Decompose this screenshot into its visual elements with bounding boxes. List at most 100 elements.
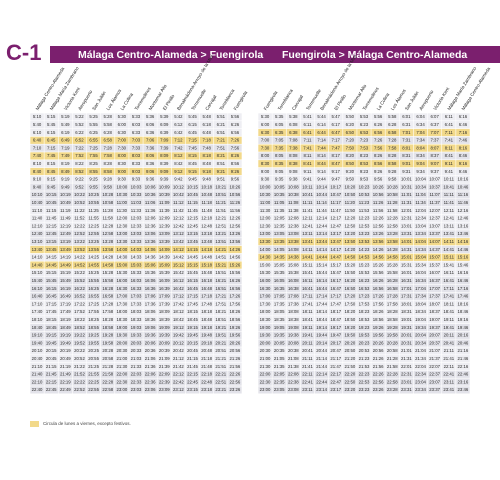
- time-cell: 17:12: [173, 294, 184, 299]
- time-cell: 6:28: [104, 130, 113, 135]
- time-cell: 10:48: [201, 192, 212, 197]
- time-cell: 6:26: [374, 122, 383, 127]
- time-cell: 19:15: [187, 325, 198, 330]
- cell-bg: [442, 292, 456, 300]
- time-cell: 10:09: [159, 184, 170, 189]
- cell-bg: [328, 386, 343, 394]
- station-name: La Colina: [376, 92, 391, 111]
- time-cell: 8:37: [430, 153, 439, 158]
- cell-bg: [328, 222, 343, 230]
- time-cell: 8:05: [275, 153, 284, 158]
- cell-bg: [129, 261, 143, 269]
- cell-bg: [456, 362, 470, 371]
- time-cell: 13:26: [373, 231, 384, 236]
- time-cell: 23:07: [429, 379, 440, 384]
- cell-bg: [442, 316, 456, 324]
- cell-bg: [115, 316, 129, 324]
- time-cell: 13:17: [330, 231, 341, 236]
- time-cell: 23:16: [458, 379, 469, 384]
- time-cell: 15:20: [344, 262, 355, 267]
- table-title: Málaga Centro-Alameda > Fuengirola: [78, 49, 263, 61]
- cell-bg: [371, 121, 385, 129]
- cell-bg: [456, 347, 470, 355]
- time-cell: 18:00: [260, 309, 271, 314]
- time-cell: 16:25: [88, 286, 99, 291]
- cell-bg: [171, 284, 186, 293]
- time-cell: 12:05: [274, 216, 285, 221]
- cell-bg: [456, 370, 470, 378]
- cell-bg: [442, 339, 456, 347]
- cell-bg: [86, 370, 101, 378]
- time-cell: 5:45: [47, 122, 56, 127]
- cell-bg: [258, 230, 272, 238]
- cell-bg: [171, 277, 186, 285]
- time-cell: 16:00: [260, 278, 271, 283]
- time-cell: 23:37: [429, 387, 440, 392]
- time-cell: 9:07: [430, 161, 439, 166]
- time-cell: 12:01: [401, 208, 412, 213]
- cell-bg: [413, 199, 428, 207]
- cell-bg: [399, 261, 414, 269]
- cell-bg: [258, 199, 272, 207]
- time-cell: 6:23: [360, 122, 369, 127]
- cell-bg: [258, 308, 272, 316]
- time-cell: 9:11: [445, 161, 454, 166]
- cell-bg: [58, 214, 73, 222]
- cell-bg: [328, 331, 343, 339]
- time-cell: 6:40: [33, 138, 42, 143]
- cell-bg: [300, 206, 315, 215]
- cell-bg: [300, 214, 315, 222]
- time-cell: 21:36: [145, 364, 156, 369]
- time-cell: 14:18: [201, 247, 212, 252]
- time-cell: 20:23: [359, 340, 370, 345]
- cell-bg: [185, 386, 200, 394]
- time-cell: 8:58: [104, 169, 113, 174]
- time-cell: 16:10: [32, 286, 43, 291]
- cell-bg: [427, 331, 442, 339]
- time-cell: 17:05: [274, 294, 285, 299]
- time-cell: 20:11: [444, 333, 455, 338]
- time-cell: 13:22: [74, 239, 85, 244]
- time-cell: 12:26: [373, 216, 384, 221]
- cell-bg: [86, 316, 101, 324]
- cell-bg: [357, 230, 371, 238]
- time-cell: 21:07: [429, 348, 440, 353]
- time-cell: 15:08: [288, 262, 299, 267]
- cell-bg: [314, 214, 329, 222]
- cell-bg: [258, 386, 272, 394]
- time-cell: 5:30: [118, 114, 127, 119]
- time-cell: 20:49: [60, 356, 71, 361]
- cell-bg: [129, 230, 143, 238]
- time-cell: 12:04: [415, 208, 426, 213]
- cell-bg: [30, 238, 44, 246]
- cell-bg: [228, 175, 242, 183]
- time-cell: 14:35: [274, 255, 285, 260]
- cell-bg: [286, 370, 301, 378]
- cell-bg: [427, 355, 442, 363]
- time-cell: 12:11: [302, 216, 313, 221]
- time-cell: 21:05: [274, 356, 285, 361]
- cell-bg: [258, 152, 272, 160]
- time-cell: 21:48: [201, 364, 212, 369]
- cell-bg: [100, 113, 115, 121]
- time-cell: 7:45: [47, 153, 56, 158]
- time-cell: 14:46: [458, 247, 469, 252]
- time-cell: 12:37: [429, 216, 440, 221]
- time-cell: 14:34: [415, 247, 426, 252]
- time-cell: 23:00: [260, 387, 271, 392]
- cell-bg: [86, 222, 101, 230]
- time-cell: 5:47: [332, 114, 341, 119]
- cell-bg: [272, 121, 286, 129]
- cell-bg: [442, 199, 456, 207]
- time-cell: 22:31: [401, 372, 412, 377]
- time-cell: 7:28: [104, 145, 113, 150]
- time-cell: 15:30: [116, 270, 127, 275]
- time-cell: 18:15: [187, 309, 198, 314]
- time-cell: 15:23: [359, 262, 370, 267]
- cell-bg: [371, 167, 385, 176]
- cell-bg: [228, 238, 242, 246]
- cell-bg: [185, 269, 200, 277]
- cell-bg: [171, 355, 186, 363]
- cell-bg: [86, 277, 101, 285]
- cell-bg: [30, 347, 44, 355]
